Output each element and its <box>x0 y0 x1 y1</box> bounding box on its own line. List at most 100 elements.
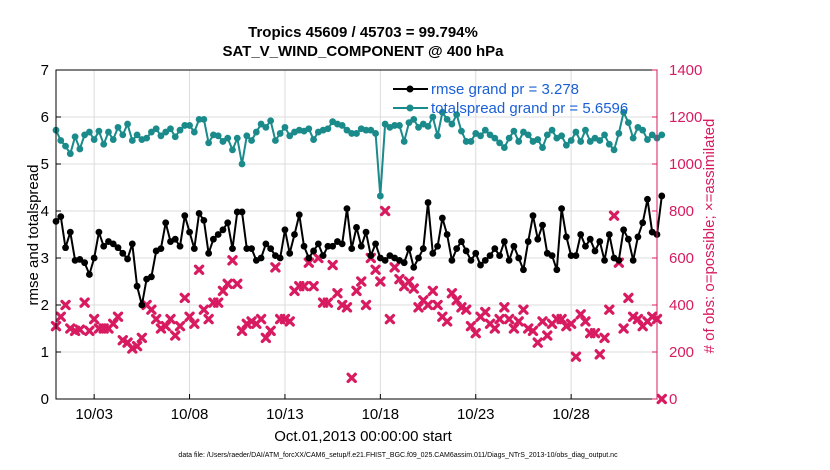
assimilated-point-stroke <box>484 318 496 329</box>
assimilated-point <box>503 313 515 325</box>
assimilated-point <box>570 351 582 362</box>
totalspread-point <box>362 126 370 134</box>
right-axis: 0 200 400 600 800 1000 1200 1400 <box>652 62 702 408</box>
totalspread-point <box>66 150 74 158</box>
rmse-point <box>190 245 198 253</box>
totalspread-point <box>338 122 346 129</box>
totalspread-point <box>515 138 523 145</box>
rmse-point <box>324 242 332 250</box>
rmse-point <box>410 264 418 271</box>
assimilated-point-stroke <box>298 281 310 292</box>
assimilated-point-stroke <box>508 323 520 334</box>
assimilated-point-stroke <box>542 330 553 341</box>
rmse-point <box>310 247 317 255</box>
left-tick-label: 1 <box>41 344 49 361</box>
legend-rmse-label: rmse grand pr = 3.278 <box>431 81 579 98</box>
assimilated-point-stroke <box>279 313 291 325</box>
assimilated-point <box>174 320 186 332</box>
rmse-point <box>233 208 241 216</box>
assimilated-point-stroke <box>65 323 76 334</box>
rmse-point <box>558 205 566 213</box>
assimilated-point-stroke <box>403 276 415 287</box>
rmse-point <box>505 256 513 264</box>
assimilated-point-stroke <box>394 273 405 285</box>
totalspread-point <box>405 119 413 127</box>
assimilated-point <box>193 264 205 275</box>
totalspread-point <box>438 108 446 116</box>
assimilated-point <box>647 311 658 322</box>
totalspread-point <box>248 137 255 144</box>
rmse-point <box>572 252 580 260</box>
assimilated-point <box>341 302 353 313</box>
assimilated-point <box>284 316 295 327</box>
rmse-point <box>329 242 337 250</box>
rmse-point <box>224 219 232 227</box>
totalspread-point <box>491 134 499 142</box>
rmse-point <box>624 235 632 243</box>
totalspread-point <box>343 126 351 134</box>
left-axis: 0 1 2 3 4 5 6 7 <box>41 62 61 408</box>
rmse-point <box>524 238 532 245</box>
rmse-point <box>500 238 508 245</box>
assimilated-point <box>112 311 124 322</box>
assimilated-point <box>260 332 272 344</box>
rmse-point <box>147 273 155 281</box>
assimilated-point <box>556 313 567 325</box>
totalspread-point <box>200 115 208 123</box>
right-tick-label: 200 <box>669 344 694 361</box>
totalspread-point <box>572 128 580 136</box>
rmse-point <box>467 256 475 264</box>
assimilated-point <box>346 372 357 384</box>
right-tick-label: 400 <box>669 297 694 314</box>
assimilated-point-stroke <box>308 281 319 292</box>
assimilated-point <box>270 262 281 273</box>
assimilated-point-stroke <box>599 332 610 344</box>
legend-rmse-marker <box>406 85 414 93</box>
assimilated-point <box>198 304 210 315</box>
rmse-point <box>534 235 542 243</box>
rmse-point <box>162 219 170 227</box>
assimilated-point <box>150 313 162 325</box>
assimilated-point <box>370 264 381 275</box>
assimilated-point <box>79 297 90 308</box>
assimilated-point <box>456 302 467 313</box>
rmse-point <box>195 209 203 217</box>
totalspread-point <box>610 146 618 154</box>
assimilated-point <box>580 316 591 327</box>
assimilated-point <box>227 255 238 266</box>
rmse-point <box>176 242 184 250</box>
rmse-point <box>529 212 537 220</box>
assimilated-point <box>470 328 481 339</box>
totalspread-point <box>601 131 608 139</box>
assimilated-point-stroke <box>212 297 224 308</box>
assimilated-point <box>65 323 76 334</box>
rmse-point <box>634 233 642 241</box>
assimilated-point-stroke <box>346 372 357 384</box>
rmse-point <box>419 245 427 253</box>
rmse-point <box>381 256 389 264</box>
rmse-point <box>219 226 227 234</box>
assimilated-point-stroke <box>441 316 453 327</box>
footnote: data file: /Users/raeder/DAI/ATM_forcXX/… <box>178 452 618 459</box>
totalspread-point <box>85 128 93 136</box>
assimilated-point-stroke <box>332 288 343 299</box>
assimilated-point-stroke <box>227 255 238 266</box>
chart-title: Tropics 45609 / 45703 = 99.794% <box>248 24 478 41</box>
totalspread-point <box>238 160 246 168</box>
totalspread-point <box>505 134 513 142</box>
totalspread-point <box>477 132 484 140</box>
totalspread-point <box>391 122 399 129</box>
x-axis-label: Oct.01,2013 00:00:00 start <box>274 428 452 445</box>
totalspread-point <box>429 113 437 121</box>
assimilated-point <box>608 210 620 221</box>
assimilated-point <box>527 325 539 337</box>
rmse-point <box>424 199 432 206</box>
totalspread-point <box>157 132 165 140</box>
assimilated-point <box>427 285 439 297</box>
assimilated-point-stroke <box>84 325 95 337</box>
rmse-point <box>124 255 131 263</box>
x-axis: 10/03 10/08 10/13 10/18 10/23 10/28 <box>75 394 590 423</box>
rmse-point <box>133 282 141 290</box>
rmse-point <box>596 238 604 245</box>
